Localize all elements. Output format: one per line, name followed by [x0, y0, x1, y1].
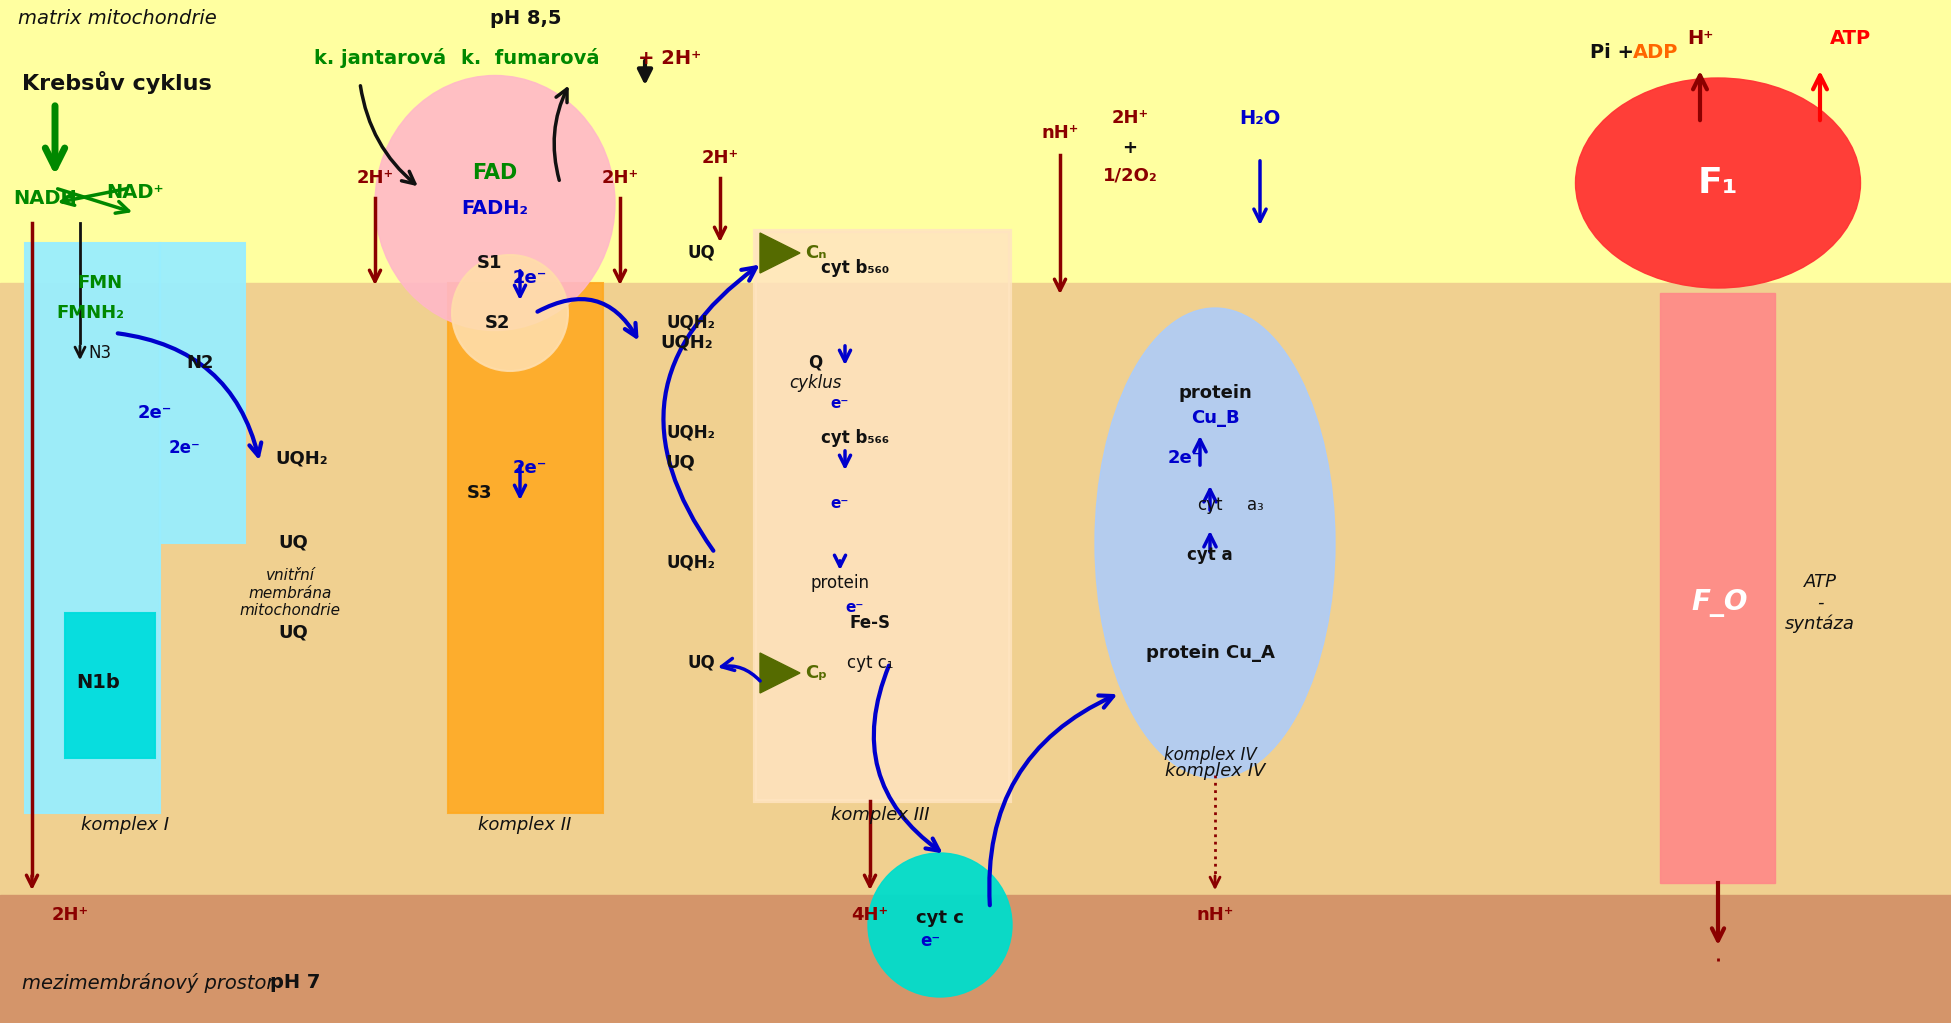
Text: komplex IV: komplex IV [1163, 746, 1256, 764]
Text: nH⁺: nH⁺ [1196, 906, 1233, 924]
Text: protein Cu_A: protein Cu_A [1145, 644, 1274, 662]
Text: komplex I: komplex I [82, 816, 170, 834]
Bar [755, 231, 1011, 801]
Text: komplex II: komplex II [478, 816, 572, 834]
Text: cyt c₁: cyt c₁ [847, 654, 894, 672]
Text: ADP: ADP [1633, 44, 1678, 62]
Bar [449, 283, 603, 813]
Bar [0, 283, 1951, 895]
Text: komplex IV: komplex IV [1165, 762, 1264, 780]
Circle shape [453, 255, 568, 371]
Text: UQH₂: UQH₂ [659, 333, 712, 352]
Bar [816, 893, 925, 935]
Text: UQH₂: UQH₂ [275, 449, 328, 468]
Text: N1b: N1b [76, 673, 119, 693]
Text: NADH: NADH [14, 188, 76, 208]
Text: S2: S2 [484, 314, 509, 332]
Text: 2H⁺: 2H⁺ [1112, 109, 1149, 127]
Text: vnitřní
membrána
mitochondrie: vnitřní membrána mitochondrie [240, 568, 341, 618]
Text: mezimembránový prostor: mezimembránový prostor [21, 973, 275, 993]
Text: Pi +: Pi + [1590, 44, 1641, 62]
Text: F_O: F_O [1692, 589, 1748, 617]
Text: nH⁺: nH⁺ [1042, 124, 1079, 142]
Bar [25, 243, 160, 813]
Text: Cₙ: Cₙ [806, 244, 827, 262]
Text: FMN: FMN [78, 274, 123, 292]
Text: UQ: UQ [687, 654, 714, 672]
Text: cyt a: cyt a [1188, 546, 1233, 564]
Text: 2H⁺: 2H⁺ [601, 169, 638, 187]
Text: cyt b₅₆₀: cyt b₅₆₀ [821, 259, 890, 277]
Text: UQH₂: UQH₂ [665, 424, 714, 442]
Polygon shape [761, 653, 800, 693]
Text: +: + [1122, 139, 1137, 157]
Text: S3: S3 [466, 484, 494, 502]
Bar [0, 895, 1951, 1023]
Bar [64, 613, 154, 758]
Text: UQ: UQ [687, 244, 714, 262]
Text: k. jantarová: k. jantarová [314, 48, 447, 68]
Ellipse shape [1576, 78, 1861, 288]
Bar [160, 243, 246, 543]
Text: 2e⁻: 2e⁻ [513, 269, 546, 287]
Ellipse shape [1095, 308, 1334, 779]
Text: 1/2O₂: 1/2O₂ [1102, 166, 1157, 184]
Text: UQ: UQ [277, 534, 308, 552]
Text: FMNH₂: FMNH₂ [57, 304, 125, 322]
Text: N2: N2 [185, 354, 215, 372]
Ellipse shape [375, 76, 615, 330]
Text: Fe-S: Fe-S [849, 614, 890, 632]
Text: matrix mitochondrie: matrix mitochondrie [18, 8, 217, 28]
Text: FAD: FAD [472, 163, 517, 183]
Text: 2H⁺: 2H⁺ [357, 169, 394, 187]
Text: cyt: cyt [1198, 496, 1223, 514]
Text: Cₚ: Cₚ [806, 664, 827, 682]
Text: k.  fumarová: k. fumarová [460, 48, 599, 68]
Bar [0, 0, 1951, 283]
Text: FADH₂: FADH₂ [462, 198, 529, 218]
Text: e⁻: e⁻ [921, 932, 940, 950]
Text: cyklus: cyklus [788, 374, 841, 392]
Text: 2e⁻: 2e⁻ [1169, 449, 1202, 468]
Text: H₂O: H₂O [1239, 108, 1280, 128]
Text: ATP: ATP [1830, 29, 1871, 47]
Polygon shape [761, 233, 800, 273]
Text: 2H⁺: 2H⁺ [51, 906, 88, 924]
Text: 4H⁺: 4H⁺ [851, 906, 888, 924]
Text: UQ: UQ [665, 454, 695, 472]
Text: 2e⁻: 2e⁻ [170, 439, 201, 457]
Text: UQH₂: UQH₂ [665, 314, 714, 332]
Text: NAD⁺: NAD⁺ [105, 183, 164, 203]
Text: Krebsův cyklus: Krebsův cyklus [21, 72, 213, 94]
Text: protein: protein [1178, 384, 1253, 402]
Text: e⁻: e⁻ [847, 601, 864, 616]
Text: N3: N3 [88, 344, 111, 362]
Text: a₃: a₃ [1247, 496, 1264, 514]
Text: protein: protein [810, 574, 870, 592]
Text: S1: S1 [478, 254, 503, 272]
Text: pH 7: pH 7 [269, 974, 320, 992]
Text: cyt b₅₆₆: cyt b₅₆₆ [821, 429, 890, 447]
Bar [20, 901, 1920, 961]
Text: UQH₂: UQH₂ [665, 554, 714, 572]
Text: F₁: F₁ [1697, 166, 1738, 201]
Text: + 2H⁺: + 2H⁺ [638, 48, 702, 68]
Text: UQ: UQ [277, 624, 308, 642]
Text: 2e⁻: 2e⁻ [139, 404, 172, 422]
Text: ATP
-
syntáza: ATP - syntáza [1785, 573, 1855, 633]
Text: 2H⁺: 2H⁺ [702, 149, 739, 167]
Text: H⁺: H⁺ [1688, 29, 1713, 47]
Bar [20, 893, 121, 935]
Bar [1155, 893, 1276, 935]
Circle shape [868, 853, 1013, 997]
Text: e⁻: e⁻ [831, 396, 849, 410]
Text: komplex III: komplex III [831, 806, 929, 824]
Text: pH 8,5: pH 8,5 [490, 8, 562, 28]
Text: Cu_B: Cu_B [1190, 409, 1239, 427]
Bar [1660, 293, 1775, 883]
Text: 2e⁻: 2e⁻ [513, 459, 546, 477]
Text: e⁻: e⁻ [831, 495, 849, 510]
Text: Q: Q [808, 354, 821, 372]
Text: cyt c: cyt c [917, 909, 964, 927]
